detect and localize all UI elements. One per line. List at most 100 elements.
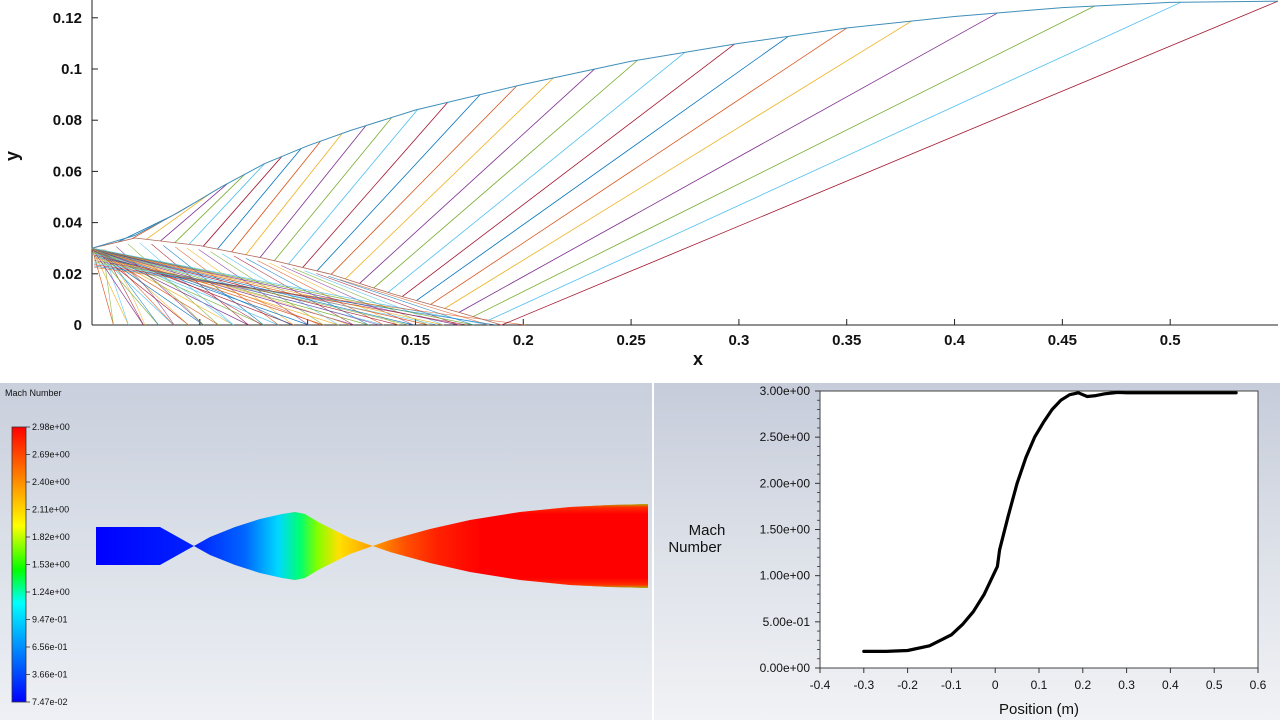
y-axis-label: y [2, 151, 22, 161]
kernel-reflect-line [304, 270, 444, 326]
x-tick-label: 0.35 [832, 332, 861, 349]
colorbar-label: 1.24e+00 [32, 587, 70, 597]
y-tick-label: 1.00e+00 [760, 569, 811, 583]
y-tick-label: 3.00e+00 [760, 384, 811, 398]
contour-title: Mach Number [5, 388, 62, 398]
colorbar-label: 2.98e+00 [32, 422, 70, 432]
x-tick-label: 0.1 [297, 332, 318, 349]
wall-char-line [316, 94, 481, 272]
y-tick-label: 0.1 [61, 61, 82, 78]
kernel-arc [94, 253, 233, 326]
wall-char-line [302, 102, 449, 268]
kernel-reflect-line [328, 275, 474, 326]
y-tick-label: 0 [74, 317, 82, 334]
colorbar-label: 1.53e+00 [32, 560, 70, 570]
kernel-arc [94, 260, 380, 326]
moc-chart: 0 0.02 0.04 0.06 0.08 0.1 0.12 0.05 0.1 0.15 0.2 0.… [2, 0, 1279, 369]
y-tick-label: 0.00e+00 [760, 661, 811, 675]
x-tick-label: -0.1 [941, 678, 962, 692]
colorbar-label: 9.47e-01 [32, 615, 68, 625]
kernel-char-line [91, 247, 429, 326]
moc-chart-panel: 0 0.02 0.04 0.06 0.08 0.1 0.12 0.05 0.1 0.15 0.2 0.… [2, 0, 1279, 369]
kernel-arc [94, 254, 263, 326]
x-tick-label: 0.45 [1048, 332, 1077, 349]
x-tick-label: 0.15 [401, 332, 430, 349]
wall-char-line [430, 27, 847, 305]
wall-char-line [160, 183, 229, 242]
y-axis-label-line1: Mach [689, 522, 726, 539]
x-tick-label: -0.3 [853, 678, 874, 692]
wall-char-line [458, 12, 998, 313]
colorbar-label: 3.66e-01 [32, 670, 68, 680]
wall-char-line [373, 59, 638, 289]
x-tick-label: 0.5 [1160, 332, 1181, 349]
kernel-char-line [91, 247, 219, 326]
wall-char-line [188, 163, 265, 245]
kernel-char-line [91, 247, 489, 326]
colorbar [11, 426, 27, 703]
x-tick-label: -0.2 [897, 678, 918, 692]
kernel-arc [94, 258, 350, 326]
x-tick-label: 0.5 [1206, 678, 1223, 692]
kernel-char-line [91, 247, 414, 326]
kernel-arc [94, 257, 321, 326]
kernel-char-line [91, 247, 324, 326]
x-tick-label: 0.2 [1074, 678, 1091, 692]
kernel-char-line [91, 247, 399, 326]
kernel-reflect-line [339, 279, 489, 326]
x-tick-label: 0.2 [513, 332, 534, 349]
kernel-reflect-line [104, 249, 189, 326]
colorbar-label: 2.69e+00 [32, 450, 70, 460]
mach-series-line [862, 390, 1238, 653]
wall-char-line [359, 68, 595, 284]
y-tick-label: 2.50e+00 [760, 430, 811, 444]
mach-position-panel: 0.00e+00 5.00e-01 1.00e+00 1.50e+00 2.00e+00… [654, 383, 1280, 720]
wall-char-line [401, 43, 735, 297]
colorbar-label: 1.82e+00 [32, 532, 70, 542]
kernel-arc [94, 267, 526, 326]
y-tick-label: 1.50e+00 [760, 523, 811, 537]
x-tick-label: 0.3 [728, 332, 749, 349]
kernel-reflect-line [292, 267, 429, 326]
wall-char-line [473, 5, 1095, 317]
x-tick-label: 0.4 [944, 332, 966, 349]
kernel-char-line [91, 247, 354, 326]
wall-char-line [174, 173, 246, 243]
kernel-char-line [91, 247, 369, 326]
y-tick-label: 0.02 [53, 266, 82, 283]
kernel-char-line [91, 247, 459, 326]
kernel-reflect-line [198, 249, 309, 326]
x-tick-label: 0.4 [1162, 678, 1179, 692]
x-tick-label: 0.05 [185, 332, 214, 349]
colorbar-label: 7.47e-02 [32, 697, 68, 707]
kernel-reflect-line [269, 262, 399, 326]
kernel-arc [94, 265, 497, 326]
wall-char-line [288, 109, 418, 265]
plot-area [819, 390, 1259, 669]
x-tick-label: 0.3 [1118, 678, 1135, 692]
wall-char-line [245, 133, 343, 255]
x-axis-label: Position (m) [999, 701, 1079, 718]
colorbar-label: 6.56e-01 [32, 642, 68, 652]
wall-char-line [217, 148, 302, 250]
y-axis-label-line2: Number [668, 539, 721, 556]
x-tick-label: 0.6 [1250, 678, 1267, 692]
kernel-arc [94, 263, 438, 326]
kernel-arc [94, 256, 292, 326]
mach-contour-panel: Mach Number 2.98e+00 2.69e+00 2.40e+00 2.11e… [0, 383, 652, 720]
wall-char-line [330, 85, 518, 275]
wall-char-line [259, 125, 367, 258]
kernel-char-line [91, 247, 444, 326]
x-tick-label: 0.1 [1031, 678, 1048, 692]
kernel-char-line [91, 248, 144, 326]
y-tick-label: 0.08 [53, 112, 82, 129]
colorbar-label: 2.40e+00 [32, 477, 70, 487]
y-tick-label: 2.00e+00 [760, 476, 811, 490]
mach-contour: Mach Number 2.98e+00 2.69e+00 2.40e+00 2.11e… [5, 388, 648, 707]
mach-position-chart: 0.00e+00 5.00e-01 1.00e+00 1.50e+00 2.00e+00… [668, 384, 1267, 718]
wall-char-line [273, 117, 393, 262]
kernel-char-line [91, 247, 339, 326]
wall-char-line [387, 52, 686, 293]
nozzle-boundary-layer [96, 504, 648, 588]
kernel-char-line [91, 247, 189, 326]
